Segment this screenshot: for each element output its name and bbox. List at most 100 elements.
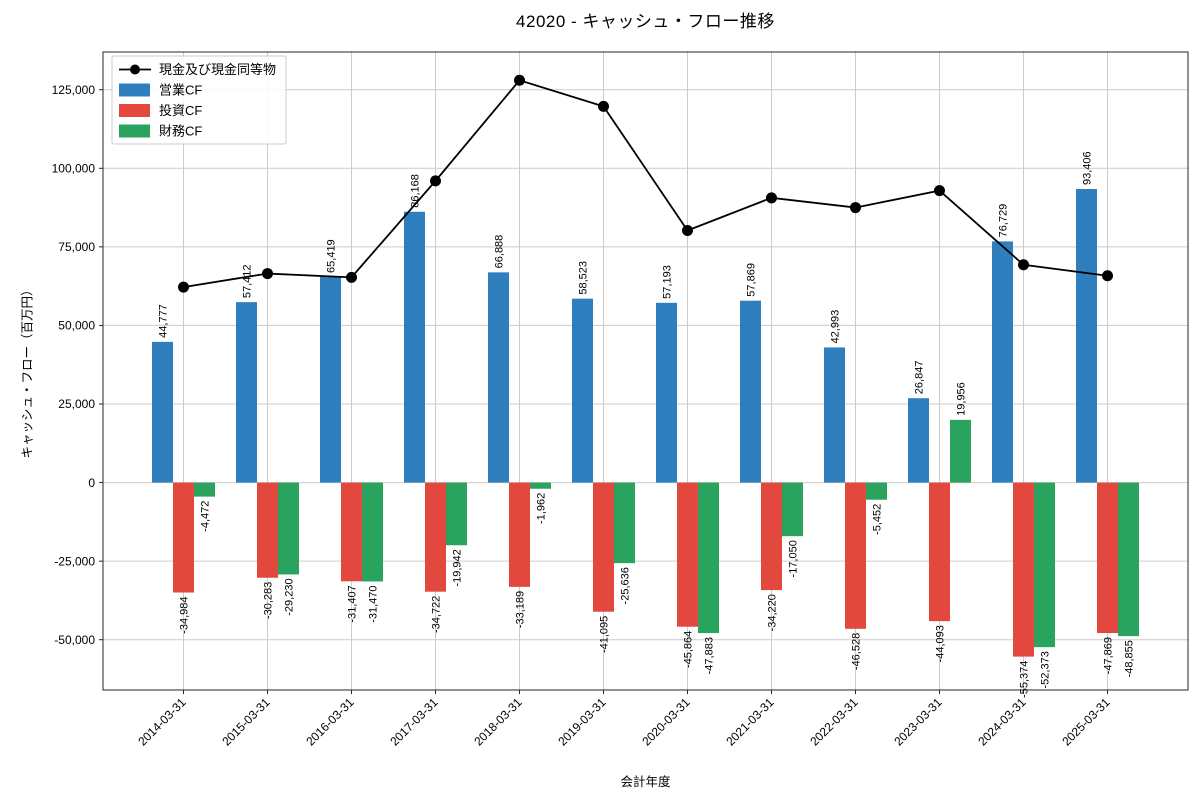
bar-investing-cf-2022-03-31 [845, 482, 866, 629]
bar-financing-cf-2020-03-31 [698, 482, 719, 634]
bar-label-financing-cf-2018-03-31: -1,962 [536, 493, 548, 524]
bar-label-operating-cf-2018-03-31: 66,888 [494, 235, 506, 269]
bar-operating-cf-2016-03-31 [320, 276, 341, 483]
bar-label-financing-cf-2024-03-31: -52,373 [1040, 651, 1052, 688]
bar-investing-cf-2020-03-31 [677, 482, 698, 627]
bar-label-investing-cf-2025-03-31: -47,869 [1103, 637, 1115, 674]
y-axis-label: キャッシュ・フロー（百万円） [20, 283, 35, 459]
legend-label-financing-cf: 財務CF [159, 124, 202, 139]
bar-investing-cf-2014-03-31 [173, 482, 194, 593]
bar-label-investing-cf-2024-03-31: -55,374 [1019, 661, 1031, 698]
bar-financing-cf-2014-03-31 [194, 482, 215, 497]
bar-financing-cf-2021-03-31 [782, 482, 803, 537]
bar-operating-cf-2025-03-31 [1076, 189, 1097, 483]
plot-border [102, 51, 1189, 691]
bar-operating-cf-2014-03-31 [152, 341, 173, 483]
y-tick-label: 50,000 [58, 319, 95, 333]
bar-investing-cf-2025-03-31 [1097, 482, 1118, 634]
bar-operating-cf-2018-03-31 [488, 272, 509, 483]
legend-swatch-financing-cf [119, 124, 150, 138]
bar-label-investing-cf-2017-03-31: -34,722 [431, 596, 443, 633]
bar-financing-cf-2018-03-31 [530, 482, 551, 489]
legend-box [111, 55, 287, 145]
legend-swatch-operating-cf [119, 83, 150, 97]
bar-label-financing-cf-2025-03-31: -48,855 [1124, 640, 1136, 677]
bar-operating-cf-2020-03-31 [656, 302, 677, 483]
cash-line [183, 79, 1108, 288]
x-tick-label: 2022-03-31 [807, 695, 861, 749]
bar-label-investing-cf-2018-03-31: -33,189 [515, 591, 527, 628]
bar-financing-cf-2023-03-31 [950, 419, 971, 483]
bar-label-operating-cf-2014-03-31: 44,777 [158, 304, 170, 338]
bar-label-investing-cf-2021-03-31: -34,220 [767, 594, 779, 631]
bar-label-operating-cf-2020-03-31: 57,193 [662, 265, 674, 299]
bar-investing-cf-2019-03-31 [593, 482, 614, 612]
cash-marker-2025-03-31 [1102, 270, 1113, 282]
bar-operating-cf-2022-03-31 [824, 347, 845, 483]
bar-operating-cf-2024-03-31 [992, 241, 1013, 483]
bar-investing-cf-2024-03-31 [1013, 482, 1034, 657]
x-tick-label: 2023-03-31 [891, 695, 945, 749]
bar-financing-cf-2025-03-31 [1118, 482, 1139, 637]
legend-marker-sample [130, 64, 140, 75]
bar-label-financing-cf-2022-03-31: -5,452 [872, 504, 884, 535]
bar-label-investing-cf-2015-03-31: -30,283 [263, 582, 275, 619]
y-tick-label: -25,000 [54, 554, 95, 568]
cash-marker-2024-03-31 [1018, 259, 1029, 271]
x-tick-label: 2015-03-31 [219, 695, 273, 749]
cash-marker-2021-03-31 [766, 192, 777, 204]
x-tick-label: 2020-03-31 [639, 695, 693, 749]
bar-investing-cf-2015-03-31 [257, 482, 278, 578]
cash-marker-2016-03-31 [346, 271, 357, 283]
x-tick-label: 2025-03-31 [1059, 695, 1113, 749]
bar-label-operating-cf-2016-03-31: 65,419 [326, 239, 338, 273]
bar-label-operating-cf-2025-03-31: 93,406 [1082, 151, 1094, 185]
bar-financing-cf-2017-03-31 [446, 482, 467, 546]
bar-investing-cf-2021-03-31 [761, 482, 782, 591]
bar-investing-cf-2023-03-31 [929, 482, 950, 622]
bar-label-operating-cf-2019-03-31: 58,523 [578, 261, 590, 295]
chart-title: 42020 - キャッシュ・フロー推移 [516, 12, 775, 31]
x-tick-label: 2016-03-31 [303, 695, 357, 749]
x-tick-label: 2014-03-31 [135, 695, 189, 749]
bar-financing-cf-2015-03-31 [278, 482, 299, 575]
legend-label-operating-cf: 営業CF [159, 83, 202, 98]
bar-operating-cf-2015-03-31 [236, 302, 257, 483]
cash-marker-2017-03-31 [430, 175, 441, 187]
x-tick-label: 2024-03-31 [975, 695, 1029, 749]
bar-label-financing-cf-2017-03-31: -19,942 [452, 549, 464, 586]
y-tick-label: 100,000 [52, 161, 96, 175]
cash-marker-2014-03-31 [178, 281, 189, 293]
cash-marker-2023-03-31 [934, 185, 945, 197]
bar-label-investing-cf-2020-03-31: -45,864 [683, 631, 695, 668]
bar-label-investing-cf-2014-03-31: -34,984 [179, 597, 191, 634]
bar-label-financing-cf-2023-03-31: 19,956 [956, 382, 968, 416]
bar-label-financing-cf-2014-03-31: -4,472 [200, 501, 212, 532]
bar-investing-cf-2017-03-31 [425, 482, 446, 592]
bar-label-investing-cf-2022-03-31: -46,528 [851, 633, 863, 670]
bar-label-operating-cf-2023-03-31: 26,847 [914, 361, 926, 395]
legend-label-investing-cf: 投資CF [159, 103, 202, 118]
cash-marker-2020-03-31 [682, 225, 693, 237]
legend-swatch-investing-cf [119, 104, 150, 117]
bar-investing-cf-2018-03-31 [509, 482, 530, 587]
bar-label-investing-cf-2023-03-31: -44,093 [935, 625, 947, 662]
bar-operating-cf-2023-03-31 [908, 398, 929, 483]
bar-financing-cf-2016-03-31 [362, 482, 383, 582]
bar-label-financing-cf-2021-03-31: -17,050 [788, 540, 800, 577]
bar-label-operating-cf-2021-03-31: 57,869 [746, 263, 758, 297]
bar-financing-cf-2022-03-31 [866, 482, 887, 500]
bar-investing-cf-2016-03-31 [341, 482, 362, 582]
bar-operating-cf-2017-03-31 [404, 211, 425, 483]
bar-label-financing-cf-2016-03-31: -31,470 [368, 585, 380, 622]
y-tick-label: 125,000 [52, 83, 96, 97]
cash-marker-2019-03-31 [598, 100, 609, 112]
x-axis-label: 会計年度 [620, 775, 671, 789]
bar-label-operating-cf-2015-03-31: 57,412 [242, 264, 254, 298]
bar-financing-cf-2024-03-31 [1034, 482, 1055, 648]
y-tick-label: 25,000 [58, 397, 95, 411]
bar-label-investing-cf-2016-03-31: -31,407 [347, 585, 359, 622]
bar-label-financing-cf-2020-03-31: -47,883 [704, 637, 716, 674]
